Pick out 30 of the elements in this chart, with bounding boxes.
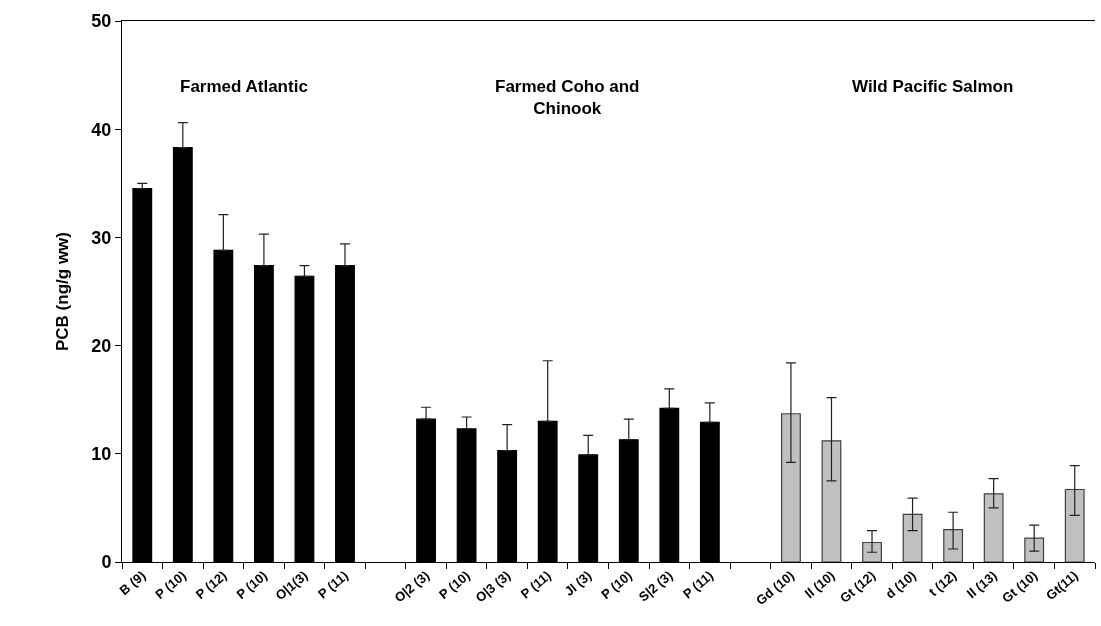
x-tick-label: O|2 (3): [391, 567, 433, 606]
x-tick-label: Gt (10): [999, 567, 1041, 606]
x-tick-label: ll (10): [801, 567, 838, 602]
x-tick-label: t (12): [925, 567, 960, 600]
y-tick-label: 0: [101, 552, 112, 573]
x-tick-label: Gd (10): [753, 567, 798, 609]
annotation: Wild Pacific Salmon: [852, 77, 1014, 96]
y-tick-label: 50: [91, 11, 112, 32]
x-tick-label: P (11): [517, 567, 554, 602]
y-tick-label: 20: [91, 335, 112, 356]
x-tick-label: P (10): [233, 567, 271, 602]
y-tick-label: 40: [91, 119, 112, 140]
y-tick-label: 30: [91, 227, 112, 248]
x-tick-label: P (11): [679, 567, 716, 602]
x-tick-label: P (12): [192, 567, 230, 602]
x-tick-label: S|2 (3): [635, 567, 676, 605]
x-tick-label: P (10): [598, 567, 635, 602]
x-tick-label: Gt (12): [836, 567, 879, 606]
x-tick-label: P (10): [436, 567, 473, 602]
x-tick-label: P (10): [152, 567, 189, 602]
annotation: Farmed Atlantic: [180, 77, 308, 96]
x-tick-label: d (10): [882, 567, 919, 602]
x-tick-label: ll (13): [964, 567, 1000, 602]
annotation: Farmed Coho and Chinook: [495, 77, 640, 119]
x-tick-label: O|3 (3): [472, 567, 514, 606]
x-tick-label: B (9): [116, 567, 149, 598]
y-tick-label: 10: [91, 444, 112, 465]
y-axis-title: PCB (ng/g ww): [52, 232, 72, 351]
x-tick-label: P (11): [315, 567, 352, 602]
x-tick-label: JI (3): [561, 567, 595, 599]
